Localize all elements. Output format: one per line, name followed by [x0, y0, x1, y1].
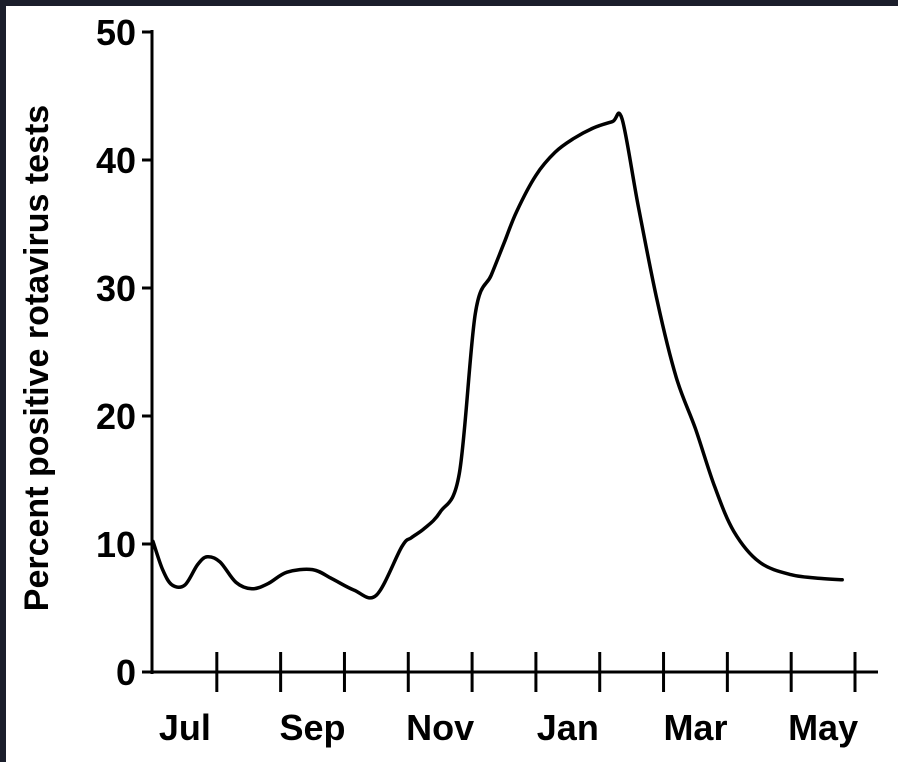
- y-tick-label-30: 30: [96, 268, 136, 309]
- series-lines: [151, 111, 844, 600]
- x-tick-label-jan: Jan: [537, 707, 599, 748]
- y-tick-label-0: 0: [116, 652, 136, 693]
- chart-frame: 0 10 20 30 40 50 Jul Sep Nov Jan Mar May Percent p…: [6, 6, 898, 762]
- x-axis: Jul Sep Nov Jan Mar May: [150, 652, 878, 748]
- y-tick-label-50: 50: [96, 12, 136, 53]
- x-tick-label-may: May: [788, 707, 858, 748]
- series-line-0: [151, 111, 844, 600]
- y-tick-label-20: 20: [96, 396, 136, 437]
- x-tick-label-jul: Jul: [159, 707, 211, 748]
- y-tick-label-10: 10: [96, 524, 136, 565]
- y-axis: 0 10 20 30 40 50: [96, 12, 154, 693]
- y-tick-label-40: 40: [96, 140, 136, 181]
- x-tick-label-nov: Nov: [406, 707, 474, 748]
- rotavirus-line-chart: 0 10 20 30 40 50 Jul Sep Nov Jan Mar May Percent p…: [18, 12, 878, 748]
- y-axis-title: Percent positive rotavirus tests: [18, 105, 56, 611]
- x-tick-label-sep: Sep: [280, 707, 346, 748]
- x-tick-label-mar: Mar: [663, 707, 727, 748]
